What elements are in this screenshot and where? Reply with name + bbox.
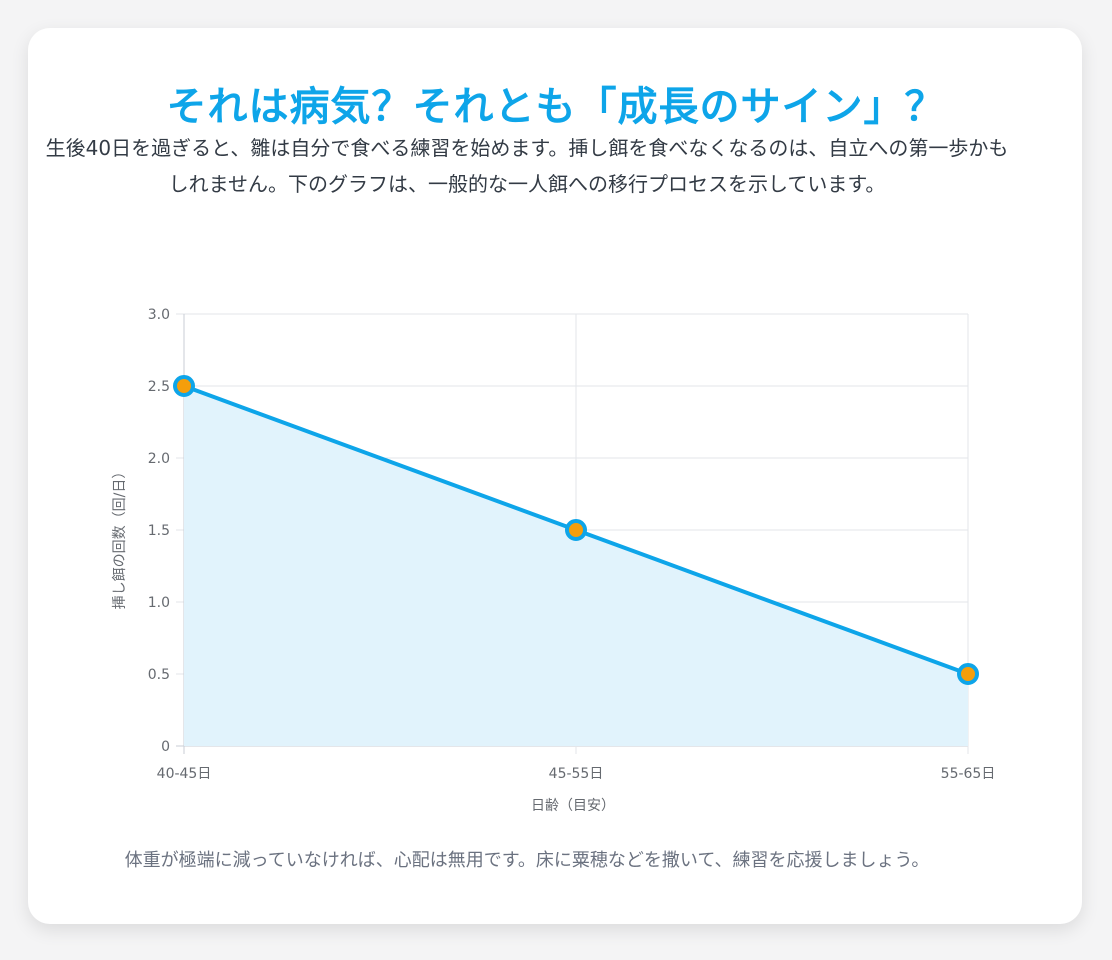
y-axis-title: 挿し餌の回数（回/日） [111, 465, 128, 610]
data-point [173, 375, 195, 397]
series-area [184, 386, 968, 746]
data-point [957, 663, 979, 685]
x-tick-label: 45-55日 [549, 766, 604, 782]
y-tick-label: 0 [161, 739, 170, 755]
y-tick-label: 1.0 [148, 595, 170, 611]
y-tick-label: 3.0 [148, 307, 170, 323]
y-tick-label: 1.5 [148, 523, 170, 539]
footer-note: 体重が極端に減っていなければ、心配は無用です。床に粟穂などを撒いて、練習を応援し… [124, 850, 930, 871]
x-axis-ticks: 40-45日 45-55日 55-65日 [157, 766, 996, 782]
data-points [173, 375, 979, 685]
description-text: 生後40日を過ぎると、雛は自分で食べる練習を始めます。挿し餌を食べなくなるのは、… [45, 136, 1009, 196]
data-point [565, 519, 587, 541]
y-axis-ticks: 0 0.5 1.0 1.5 2.0 2.5 3.0 [148, 307, 170, 755]
area-fill [184, 386, 968, 746]
x-axis-title: 日齢（目安） [531, 798, 615, 814]
y-tick-label: 0.5 [148, 667, 170, 683]
y-tick-label: 2.5 [148, 379, 170, 395]
x-tick-label: 40-45日 [157, 766, 212, 782]
x-tick-label: 55-65日 [941, 766, 996, 782]
y-tick-label: 2.0 [148, 451, 170, 467]
page-title: それは病気？それとも「成長のサイン」？ [166, 84, 946, 130]
